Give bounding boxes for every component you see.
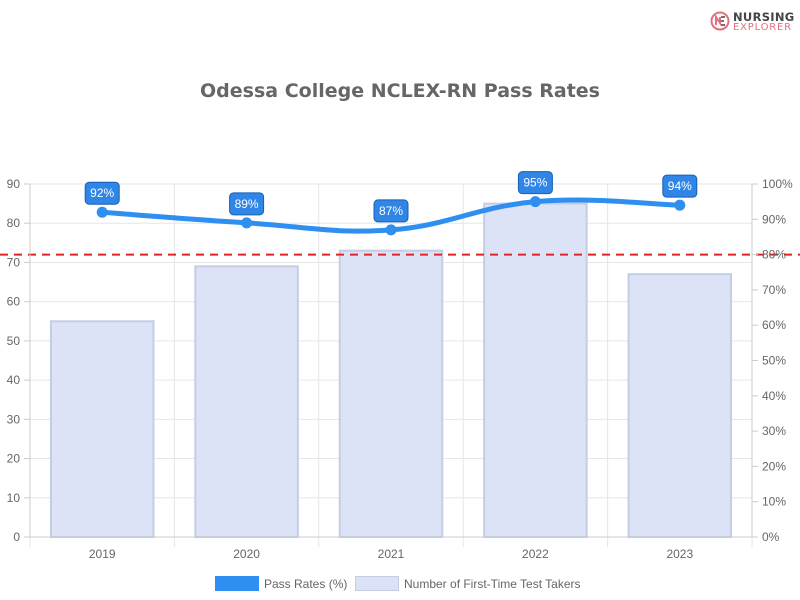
- y-right-tick-label: 20%: [762, 459, 786, 473]
- y-left-tick-label: 90: [7, 177, 21, 191]
- y-left-tick-label: 40: [7, 373, 21, 387]
- bar-test-takers-2023[interactable]: [627, 273, 733, 538]
- pass-rate-point-2023[interactable]: [674, 199, 686, 211]
- x-tick-label: 2019: [89, 547, 116, 561]
- data-label-box-2021: [373, 199, 409, 223]
- brand-name-line1: NURSING: [733, 10, 795, 24]
- bar-series: [49, 202, 733, 539]
- axes: 0 10 20 30 40 50 60 70 80 90 0% 10% 20% 30% 40% 50% 60% 7…: [7, 177, 793, 561]
- y-right-tick-label: 30%: [762, 424, 786, 438]
- data-label-box-2022: [517, 171, 553, 195]
- data-label-2022: 95%: [523, 176, 547, 190]
- line-series: [96, 196, 686, 236]
- legend-swatch-pass-rates[interactable]: [215, 576, 259, 591]
- legend-label-test-takers[interactable]: Number of First-Time Test Takers: [404, 577, 581, 591]
- y-right-tick-label: 40%: [762, 389, 786, 403]
- bar-test-takers-2022[interactable]: [483, 202, 588, 538]
- brand-name-line2: EXPLORER: [733, 22, 792, 33]
- y-left-tick-label: 70: [7, 255, 21, 269]
- y-left-tick-label: 50: [7, 334, 21, 348]
- y-right-tick-label: 100%: [762, 177, 793, 191]
- y-left-tick-label: 30: [7, 412, 21, 426]
- data-label-box-2023: [662, 174, 698, 198]
- pass-rate-point-2019[interactable]: [96, 206, 108, 218]
- y-right-tick-label: 50%: [762, 354, 786, 368]
- y-right-tick-label: 90%: [762, 212, 786, 226]
- data-label-2019: 92%: [90, 186, 114, 200]
- y-right-tick-label: 0%: [762, 530, 780, 544]
- y-left-tick-label: 60: [7, 295, 21, 309]
- brand-logo[interactable]: NURSING EXPLORER: [710, 9, 795, 35]
- x-tick-label: 2022: [522, 547, 549, 561]
- y-left-tick-label: 80: [7, 216, 21, 230]
- y-left-tick-label: 20: [7, 452, 21, 466]
- pass-rate-point-2020[interactable]: [241, 217, 253, 229]
- y-right-tick-label: 60%: [762, 318, 786, 332]
- y-right-tick-label: 80%: [762, 248, 786, 262]
- y-right-tick-label: 10%: [762, 495, 786, 509]
- y-right-tick-label: 70%: [762, 283, 786, 297]
- bar-test-takers-2021[interactable]: [338, 249, 444, 539]
- legend-label-pass-rates[interactable]: Pass Rates (%): [264, 577, 348, 591]
- chart-title: Odessa College NCLEX-RN Pass Rates: [200, 80, 600, 102]
- data-label-2023: 94%: [668, 179, 692, 193]
- nursing-explorer-logo-icon: [710, 11, 730, 31]
- x-tick-label: 2021: [378, 547, 405, 561]
- pass-rate-point-2022[interactable]: [529, 196, 541, 208]
- x-tick-label: 2023: [666, 547, 693, 561]
- pass-rate-point-2021[interactable]: [385, 224, 397, 236]
- y-left-tick-label: 0: [13, 530, 20, 544]
- data-label-2020: 89%: [235, 197, 259, 211]
- x-tick-label: 2020: [233, 547, 260, 561]
- legend-swatch-test-takers[interactable]: [355, 576, 399, 591]
- data-label-box-2020: [229, 192, 265, 216]
- bar-test-takers-2019[interactable]: [49, 320, 155, 538]
- y-left-tick-label: 10: [7, 491, 21, 505]
- chart-legend: Pass Rates (%) Number of First-Time Test…: [0, 576, 800, 594]
- data-label-box-2019: [84, 181, 120, 205]
- data-labels: 92% 89% 87% 95% 94%: [84, 171, 698, 223]
- data-label-2021: 87%: [379, 204, 403, 218]
- bar-test-takers-2020[interactable]: [194, 265, 299, 538]
